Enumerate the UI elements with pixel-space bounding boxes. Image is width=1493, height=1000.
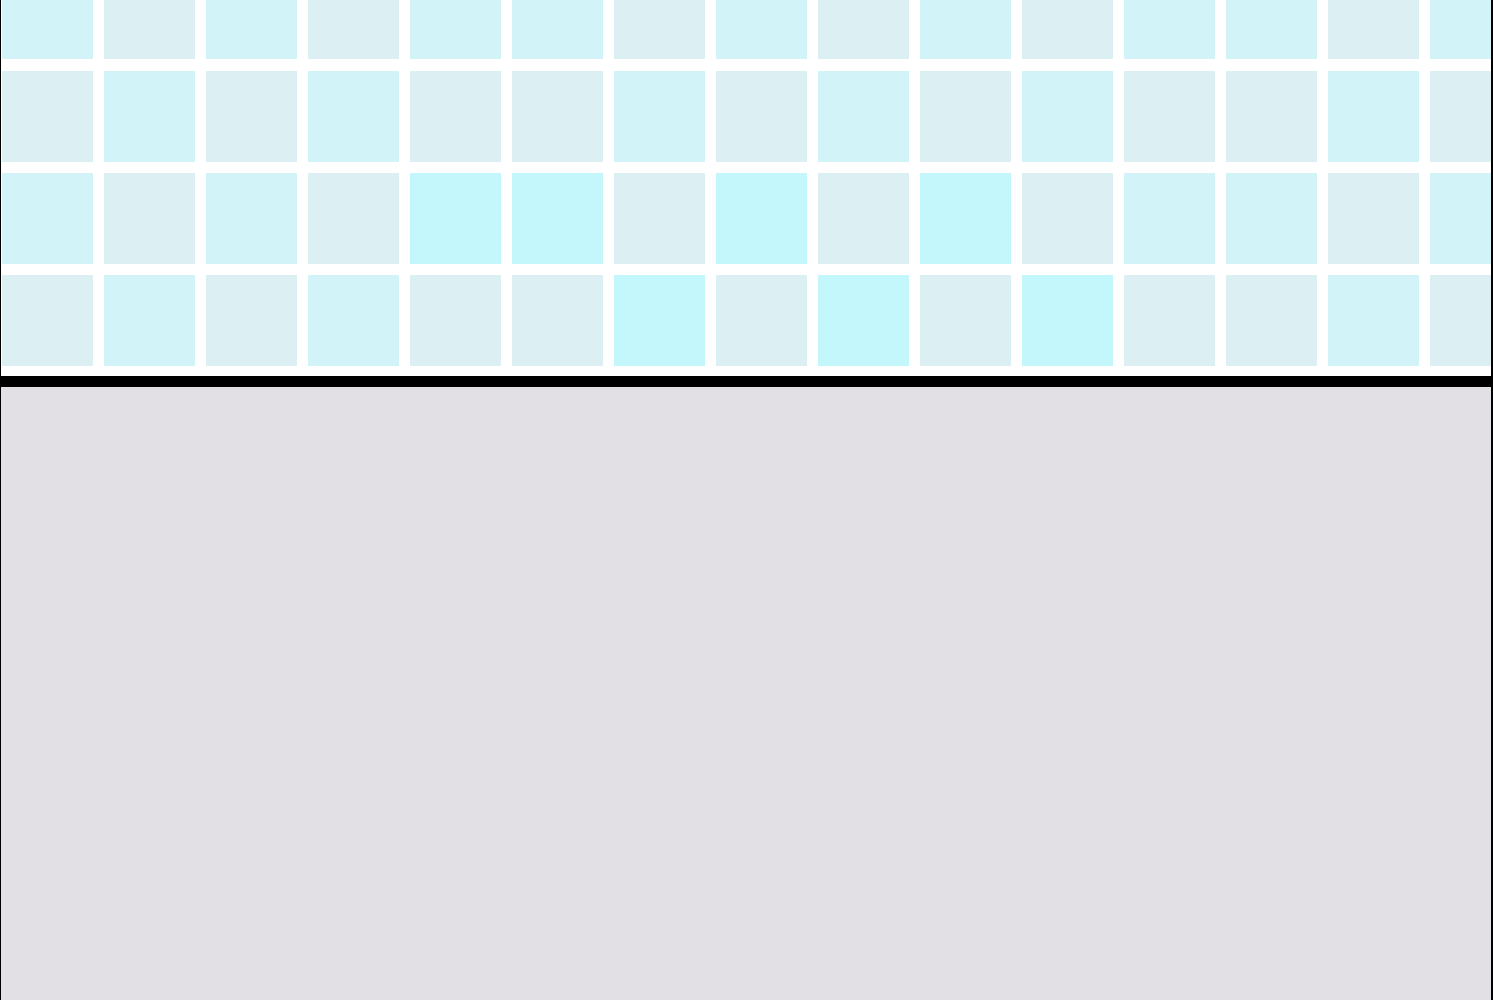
wall-tile xyxy=(1328,71,1419,162)
wall-tile xyxy=(512,173,603,264)
wall-tile xyxy=(104,275,195,366)
wall-tile xyxy=(818,71,909,162)
wall-tile xyxy=(2,71,93,162)
wall-tile xyxy=(1226,71,1317,162)
wall-tile xyxy=(1430,173,1491,264)
wall-tile xyxy=(614,173,705,264)
wall-tile xyxy=(308,0,399,59)
wall-tile xyxy=(716,173,807,264)
wall-tile xyxy=(104,0,195,59)
wall-tile xyxy=(1124,71,1215,162)
wall-tile xyxy=(2,173,93,264)
wall-tile xyxy=(1022,173,1113,264)
wall-tile xyxy=(818,0,909,59)
wall-tile xyxy=(614,0,705,59)
wall-tile xyxy=(104,173,195,264)
wall-tile xyxy=(1430,275,1491,366)
wall-tile xyxy=(920,0,1011,59)
wall-tile xyxy=(1226,275,1317,366)
wall-tile xyxy=(1328,173,1419,264)
wall-tile xyxy=(512,0,603,59)
wall-tile xyxy=(206,275,297,366)
wall-tile xyxy=(2,0,93,59)
wall-tile xyxy=(104,71,195,162)
wall-tile xyxy=(1226,0,1317,59)
wall-tile xyxy=(818,275,909,366)
wall-tile xyxy=(614,71,705,162)
wall-tile xyxy=(716,0,807,59)
wall-tile xyxy=(1124,275,1215,366)
wall-tile xyxy=(1328,275,1419,366)
wall-tile xyxy=(512,275,603,366)
wall-tile xyxy=(1124,173,1215,264)
wall-tile xyxy=(920,275,1011,366)
wall-tile xyxy=(308,71,399,162)
wall-tile xyxy=(1328,0,1419,59)
wall-tile xyxy=(206,173,297,264)
wall-tile xyxy=(1022,71,1113,162)
floor-panel xyxy=(1,387,1491,1000)
wall-tile xyxy=(410,275,501,366)
wall-tile xyxy=(1226,173,1317,264)
wall-tile xyxy=(1430,0,1491,59)
wall-tile xyxy=(512,71,603,162)
wall-tile xyxy=(1022,0,1113,59)
wall-tile xyxy=(716,71,807,162)
wall-tile xyxy=(716,275,807,366)
wall-tile xyxy=(1430,71,1491,162)
wall-tile xyxy=(410,173,501,264)
wall-tile xyxy=(410,0,501,59)
wall-tile xyxy=(308,275,399,366)
wall-tile xyxy=(410,71,501,162)
wall-tile xyxy=(206,71,297,162)
wall-tile xyxy=(206,0,297,59)
wall-tile xyxy=(308,173,399,264)
tile-wall xyxy=(1,0,1491,376)
tile-floor-divider xyxy=(1,376,1491,387)
wall-tile xyxy=(1124,0,1215,59)
wall-tile xyxy=(920,173,1011,264)
wall-tile xyxy=(614,275,705,366)
wall-tile xyxy=(1022,275,1113,366)
wall-tile xyxy=(818,173,909,264)
wall-tile xyxy=(2,275,93,366)
wall-tile xyxy=(920,71,1011,162)
